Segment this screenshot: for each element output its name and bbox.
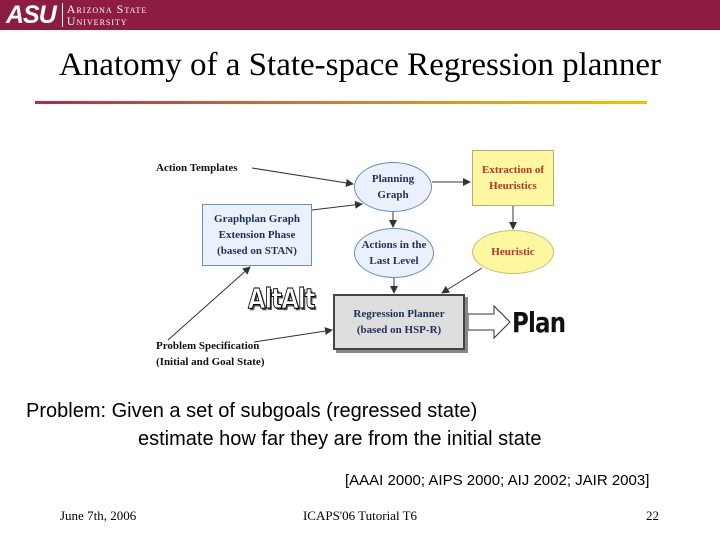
problem-specification-label: Problem Specification (Initial and Goal … bbox=[156, 340, 265, 368]
footer-date: June 7th, 2006 bbox=[60, 508, 137, 523]
asu-logo: ASU Arizona State University bbox=[2, 1, 147, 29]
page-number: 22 bbox=[646, 508, 659, 523]
references: [AAAI 2000; AIPS 2000; AIJ 2002; JAIR 20… bbox=[345, 472, 650, 489]
university-name: Arizona State University bbox=[67, 3, 147, 27]
problem-statement-continued: estimate how far they are from the initi… bbox=[138, 428, 542, 450]
arrow-templates-to-planning-graph bbox=[251, 167, 354, 187]
title-underline bbox=[35, 101, 647, 104]
footer-venue: ICAPS'06 Tutorial T6 bbox=[302, 508, 418, 523]
graphplan-extension-node: Graphplan Graph Extension Phase (based o… bbox=[202, 204, 312, 266]
university-name-line1: Arizona State bbox=[66, 2, 148, 16]
planner-diagram: Action Templates Planning Graph Extracti… bbox=[150, 146, 570, 376]
header-bar: ASU Arizona State University bbox=[0, 0, 720, 30]
altalt-logo: AltAlt bbox=[248, 282, 316, 316]
asu-logo-mark: ASU bbox=[6, 0, 57, 29]
planning-graph-node: Planning Graph bbox=[354, 162, 432, 212]
arrow-problem-to-regression bbox=[253, 327, 333, 343]
actions-last-level-node: Actions in the Last Level bbox=[354, 228, 434, 278]
logo-divider bbox=[61, 3, 63, 27]
action-templates-label: Action Templates bbox=[156, 162, 238, 174]
regression-planner-node: Regression Planner (based on HSP-R) bbox=[333, 294, 465, 350]
problem-statement: Problem: Given a set of subgoals (regres… bbox=[26, 400, 478, 422]
arrow-graphplan-to-planning-graph bbox=[311, 200, 363, 211]
slide-title: Anatomy of a State-space Regression plan… bbox=[58, 47, 662, 83]
extraction-of-heuristics-node: Extraction of Heuristics bbox=[472, 150, 554, 206]
arrow-regression-to-plan bbox=[467, 304, 511, 340]
plan-output-label: Plan bbox=[512, 306, 566, 339]
diagram-arrows bbox=[167, 167, 517, 343]
arrow-heuristic-to-regression bbox=[441, 267, 483, 294]
arrow-problem-to-graphplan bbox=[167, 266, 251, 341]
heuristic-node: Heuristic bbox=[472, 230, 554, 274]
university-name-line2: University bbox=[66, 14, 128, 28]
